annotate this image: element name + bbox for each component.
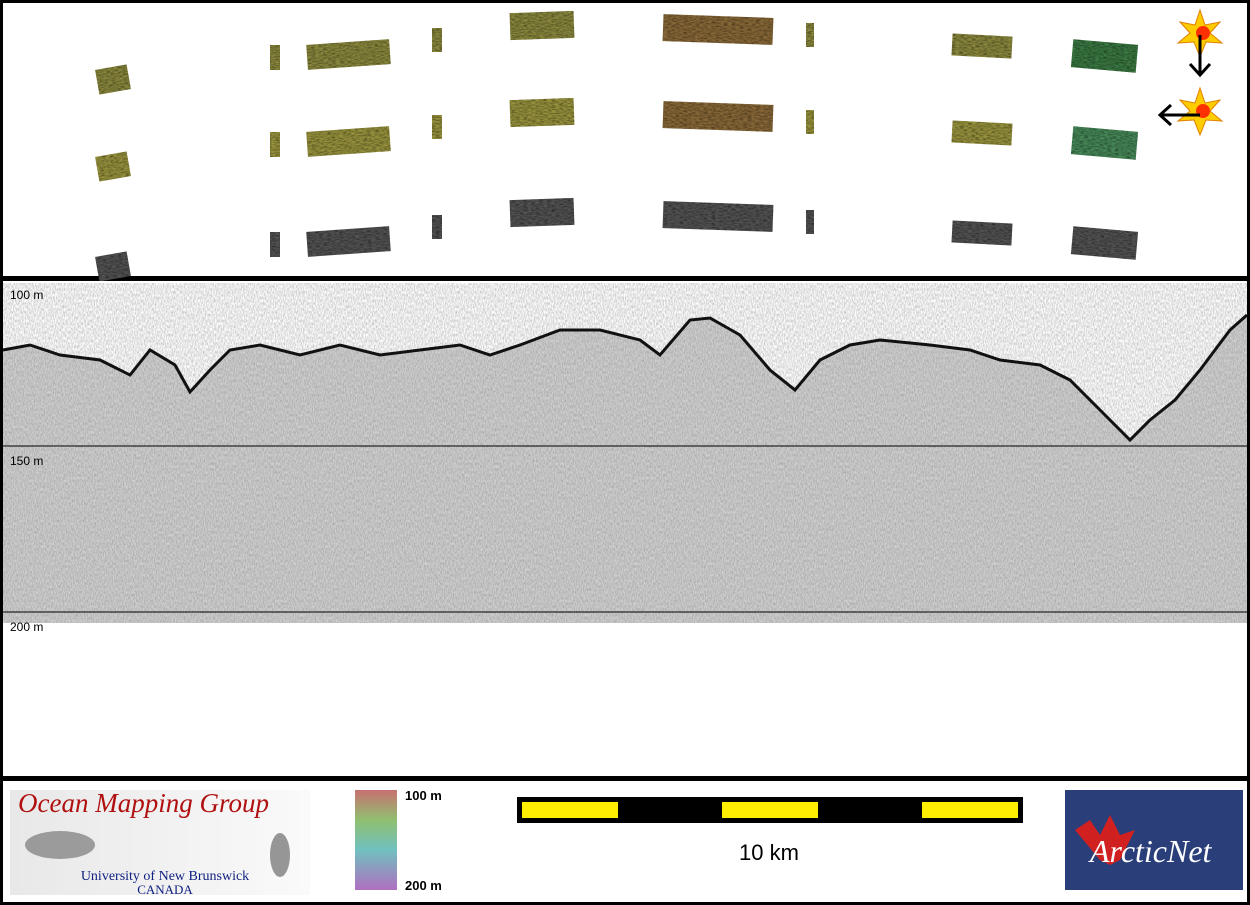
patch [1070,39,1139,73]
patch [432,115,442,139]
echogram-noise [3,283,1247,623]
logo-text: ArcticNet [1088,833,1213,869]
logo-title: Ocean Mapping Group [18,788,269,818]
patch [432,215,442,239]
patch [662,101,774,132]
sun-icons [1157,8,1224,137]
patch [806,23,814,47]
colorbar-label: 200 m [405,878,442,893]
patch [662,14,774,45]
patch [270,232,280,257]
seafloor-line [2,313,1248,443]
patch [509,197,575,228]
plan-panel [3,3,1247,276]
patch [806,110,814,134]
patch [806,210,814,234]
patch [306,226,391,257]
patch [1070,226,1139,260]
logo-subtitle: University of New Brunswick [81,869,249,884]
patch [270,45,280,70]
scale-bar [517,797,1023,823]
patch [95,251,131,282]
scale-label: 10 km [739,840,799,865]
omg-logo: Ocean Mapping Group University of New Br… [10,788,310,897]
patch [1070,126,1139,160]
patch [951,220,1013,246]
seafloor-shadow [3,315,1247,623]
patch [951,120,1013,146]
color-bar [355,790,397,890]
patch [270,132,280,157]
arcticnet-logo: ArcticNet [1065,790,1243,890]
patch [432,28,442,52]
patch [509,10,575,41]
colorbar-label: 100 m [405,788,442,803]
patch [306,126,391,157]
patch [95,64,131,95]
patch [662,201,774,232]
patch [306,39,391,70]
patch [95,151,131,182]
patch [951,33,1013,59]
coverage-patches [95,10,1139,282]
patch [509,97,575,128]
depth-label: 200 m [10,620,43,634]
depth-label: 150 m [10,454,43,468]
logo-country: CANADA [137,882,193,897]
depth-label: 100 m [10,288,43,302]
